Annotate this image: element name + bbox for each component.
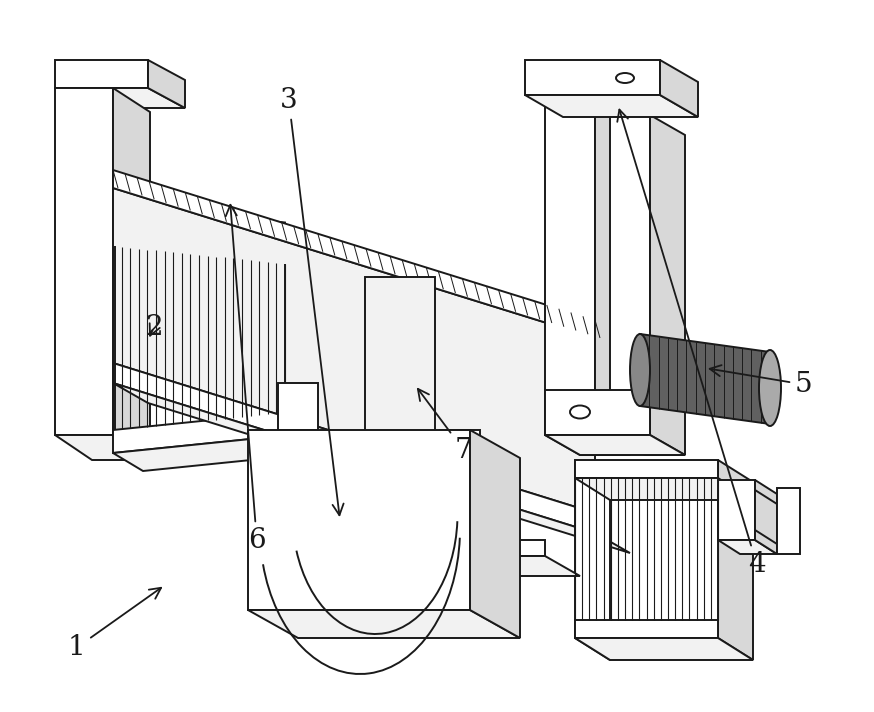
Ellipse shape <box>570 406 590 419</box>
Polygon shape <box>113 383 630 553</box>
Polygon shape <box>55 60 148 88</box>
Polygon shape <box>595 95 630 455</box>
Polygon shape <box>545 390 650 435</box>
Polygon shape <box>525 60 660 95</box>
Polygon shape <box>113 170 595 338</box>
Polygon shape <box>113 205 285 246</box>
Polygon shape <box>755 480 777 554</box>
Polygon shape <box>575 638 753 660</box>
Polygon shape <box>718 460 753 660</box>
Polygon shape <box>113 228 315 263</box>
Text: 3: 3 <box>280 87 343 515</box>
Polygon shape <box>610 435 685 455</box>
Polygon shape <box>278 383 318 430</box>
Polygon shape <box>440 430 480 533</box>
Polygon shape <box>113 88 150 460</box>
Polygon shape <box>148 60 185 108</box>
Text: 4: 4 <box>617 110 766 578</box>
Polygon shape <box>545 435 630 455</box>
Polygon shape <box>575 478 753 500</box>
Polygon shape <box>55 88 113 435</box>
Text: 5: 5 <box>710 365 813 398</box>
Text: 6: 6 <box>225 205 266 554</box>
Polygon shape <box>525 95 698 117</box>
Polygon shape <box>640 334 770 424</box>
Polygon shape <box>575 460 718 478</box>
Polygon shape <box>113 363 595 533</box>
Polygon shape <box>470 556 580 576</box>
Ellipse shape <box>630 334 650 406</box>
Polygon shape <box>575 620 718 638</box>
Text: 7: 7 <box>418 389 473 464</box>
Polygon shape <box>113 436 315 471</box>
Text: 1: 1 <box>68 588 161 661</box>
Polygon shape <box>55 435 150 460</box>
Polygon shape <box>113 190 595 350</box>
Polygon shape <box>365 277 435 472</box>
Polygon shape <box>777 488 800 554</box>
Text: 2: 2 <box>145 314 163 341</box>
Polygon shape <box>470 430 520 638</box>
Polygon shape <box>718 540 777 554</box>
Polygon shape <box>248 610 520 638</box>
Ellipse shape <box>759 350 781 426</box>
Polygon shape <box>718 480 755 540</box>
Polygon shape <box>248 430 470 610</box>
Polygon shape <box>113 188 595 513</box>
Polygon shape <box>113 412 285 453</box>
Polygon shape <box>470 540 545 556</box>
Polygon shape <box>545 95 595 435</box>
Polygon shape <box>575 460 610 660</box>
Ellipse shape <box>616 73 634 83</box>
Polygon shape <box>660 60 698 117</box>
Polygon shape <box>610 115 650 435</box>
Polygon shape <box>55 88 185 108</box>
Polygon shape <box>650 115 685 455</box>
Polygon shape <box>545 435 685 455</box>
